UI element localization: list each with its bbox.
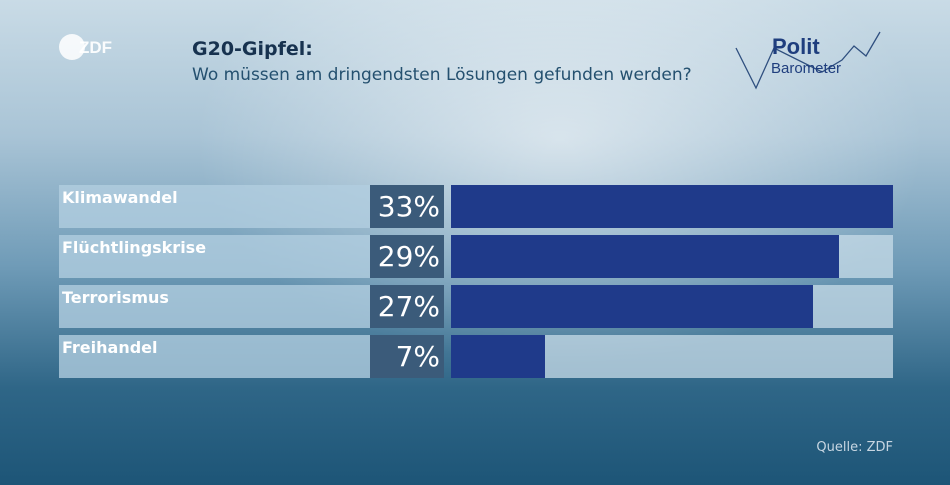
bar-value-box [370, 185, 444, 228]
bar [451, 285, 813, 328]
zdf-logo: ZDF [59, 34, 112, 60]
bar-row-label-background [59, 285, 370, 328]
bar-row-label-background [59, 235, 370, 278]
bar-value-label: 29% [377, 240, 440, 273]
zdf-logo-text: ZDF [79, 38, 112, 57]
bar [451, 235, 840, 278]
bar-value-label: 33% [377, 190, 440, 223]
politbarometer-logo: Polit Barometer [734, 28, 882, 94]
bar-value-box [370, 235, 444, 278]
bar-value-label: 27% [377, 290, 440, 323]
bar [451, 335, 545, 378]
bar-category-label: Freihandel [62, 338, 158, 357]
bar-row-label-background [59, 185, 370, 228]
chart-title: G20-Gipfel: [192, 38, 313, 60]
bar-row-label-background [59, 335, 370, 378]
bar-value-label: 7% [395, 340, 440, 373]
bar-value-box [370, 285, 444, 328]
bar-category-label: Flüchtlingskrise [62, 238, 207, 257]
politbarometer-checkmark-icon [735, 31, 881, 90]
bar-category-label: Terrorismus [62, 288, 169, 307]
politbarometer-logo-line2: Barometer [771, 60, 842, 77]
bar-value-box [370, 335, 444, 378]
chart-subtitle: Wo müssen am dringendsten Lösungen gefun… [192, 65, 692, 85]
bar-category-label: Klimawandel [62, 188, 178, 207]
politbarometer-logo-line1: Polit [772, 34, 820, 59]
source-note: Quelle: ZDF [816, 440, 893, 455]
bar [451, 185, 893, 228]
title-block: G20-Gipfel: Wo müssen am dringendsten Lö… [192, 38, 692, 85]
